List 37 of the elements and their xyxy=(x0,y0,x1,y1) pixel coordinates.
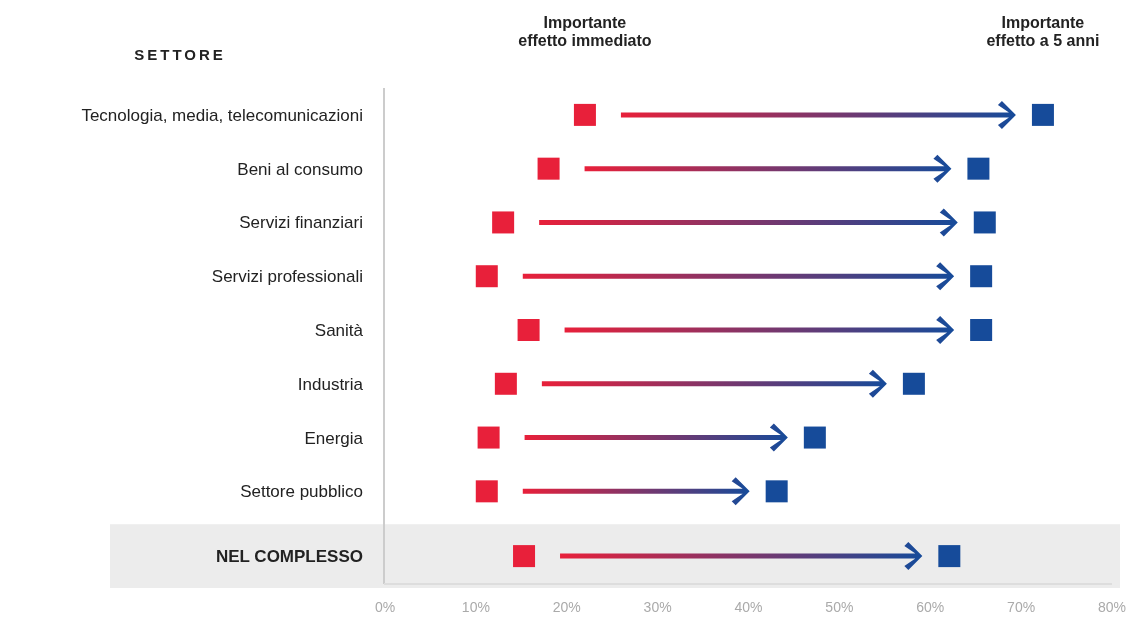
point xyxy=(970,265,993,288)
point xyxy=(973,211,996,234)
x-tick-label: 60% xyxy=(916,599,945,615)
x-tick-label: 40% xyxy=(734,599,763,615)
y-tick-label: Sanità xyxy=(314,320,364,340)
y-tick-label: Industria xyxy=(297,374,364,394)
point xyxy=(1031,103,1054,126)
text: Importante effetto a 5 anni xyxy=(986,14,1100,49)
point xyxy=(970,319,993,341)
point xyxy=(803,426,826,449)
y-axis-title: SETTORE xyxy=(134,46,226,63)
y-tick-label: Tecnologia, media, telecomunicazioni xyxy=(81,105,363,125)
point xyxy=(902,372,925,395)
point xyxy=(517,319,540,341)
x-tick-label: 50% xyxy=(825,599,854,615)
point xyxy=(475,480,498,503)
y-tick-label: Energia xyxy=(304,428,364,448)
y-tick-label: Settore pubblico xyxy=(240,482,363,502)
point xyxy=(492,211,515,234)
point xyxy=(477,426,500,449)
point xyxy=(573,103,596,126)
point xyxy=(967,157,990,180)
point xyxy=(537,157,560,180)
text: Importante effetto immediato xyxy=(518,14,652,49)
y-tick-label: Servizi finanziari xyxy=(239,213,363,233)
x-tick-label: 20% xyxy=(552,599,581,615)
point xyxy=(475,265,498,288)
x-tick-label: 30% xyxy=(643,599,672,615)
x-tick-label: 0% xyxy=(374,599,396,615)
x-tick-label: 80% xyxy=(1097,599,1127,615)
y-tick-label: NEL COMPLESSO xyxy=(215,547,363,567)
y-tick-label: Beni al consumo xyxy=(237,159,363,179)
x-tick-label: 10% xyxy=(461,599,490,615)
y-tick-label: Servizi professionali xyxy=(211,267,363,287)
x-tick-label: 70% xyxy=(1007,599,1036,615)
point xyxy=(494,372,517,395)
point xyxy=(765,480,788,503)
